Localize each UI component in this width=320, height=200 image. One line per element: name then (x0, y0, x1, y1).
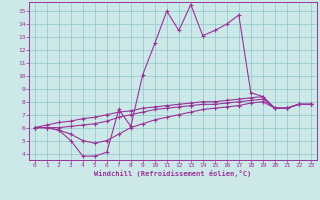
X-axis label: Windchill (Refroidissement éolien,°C): Windchill (Refroidissement éolien,°C) (94, 170, 252, 177)
